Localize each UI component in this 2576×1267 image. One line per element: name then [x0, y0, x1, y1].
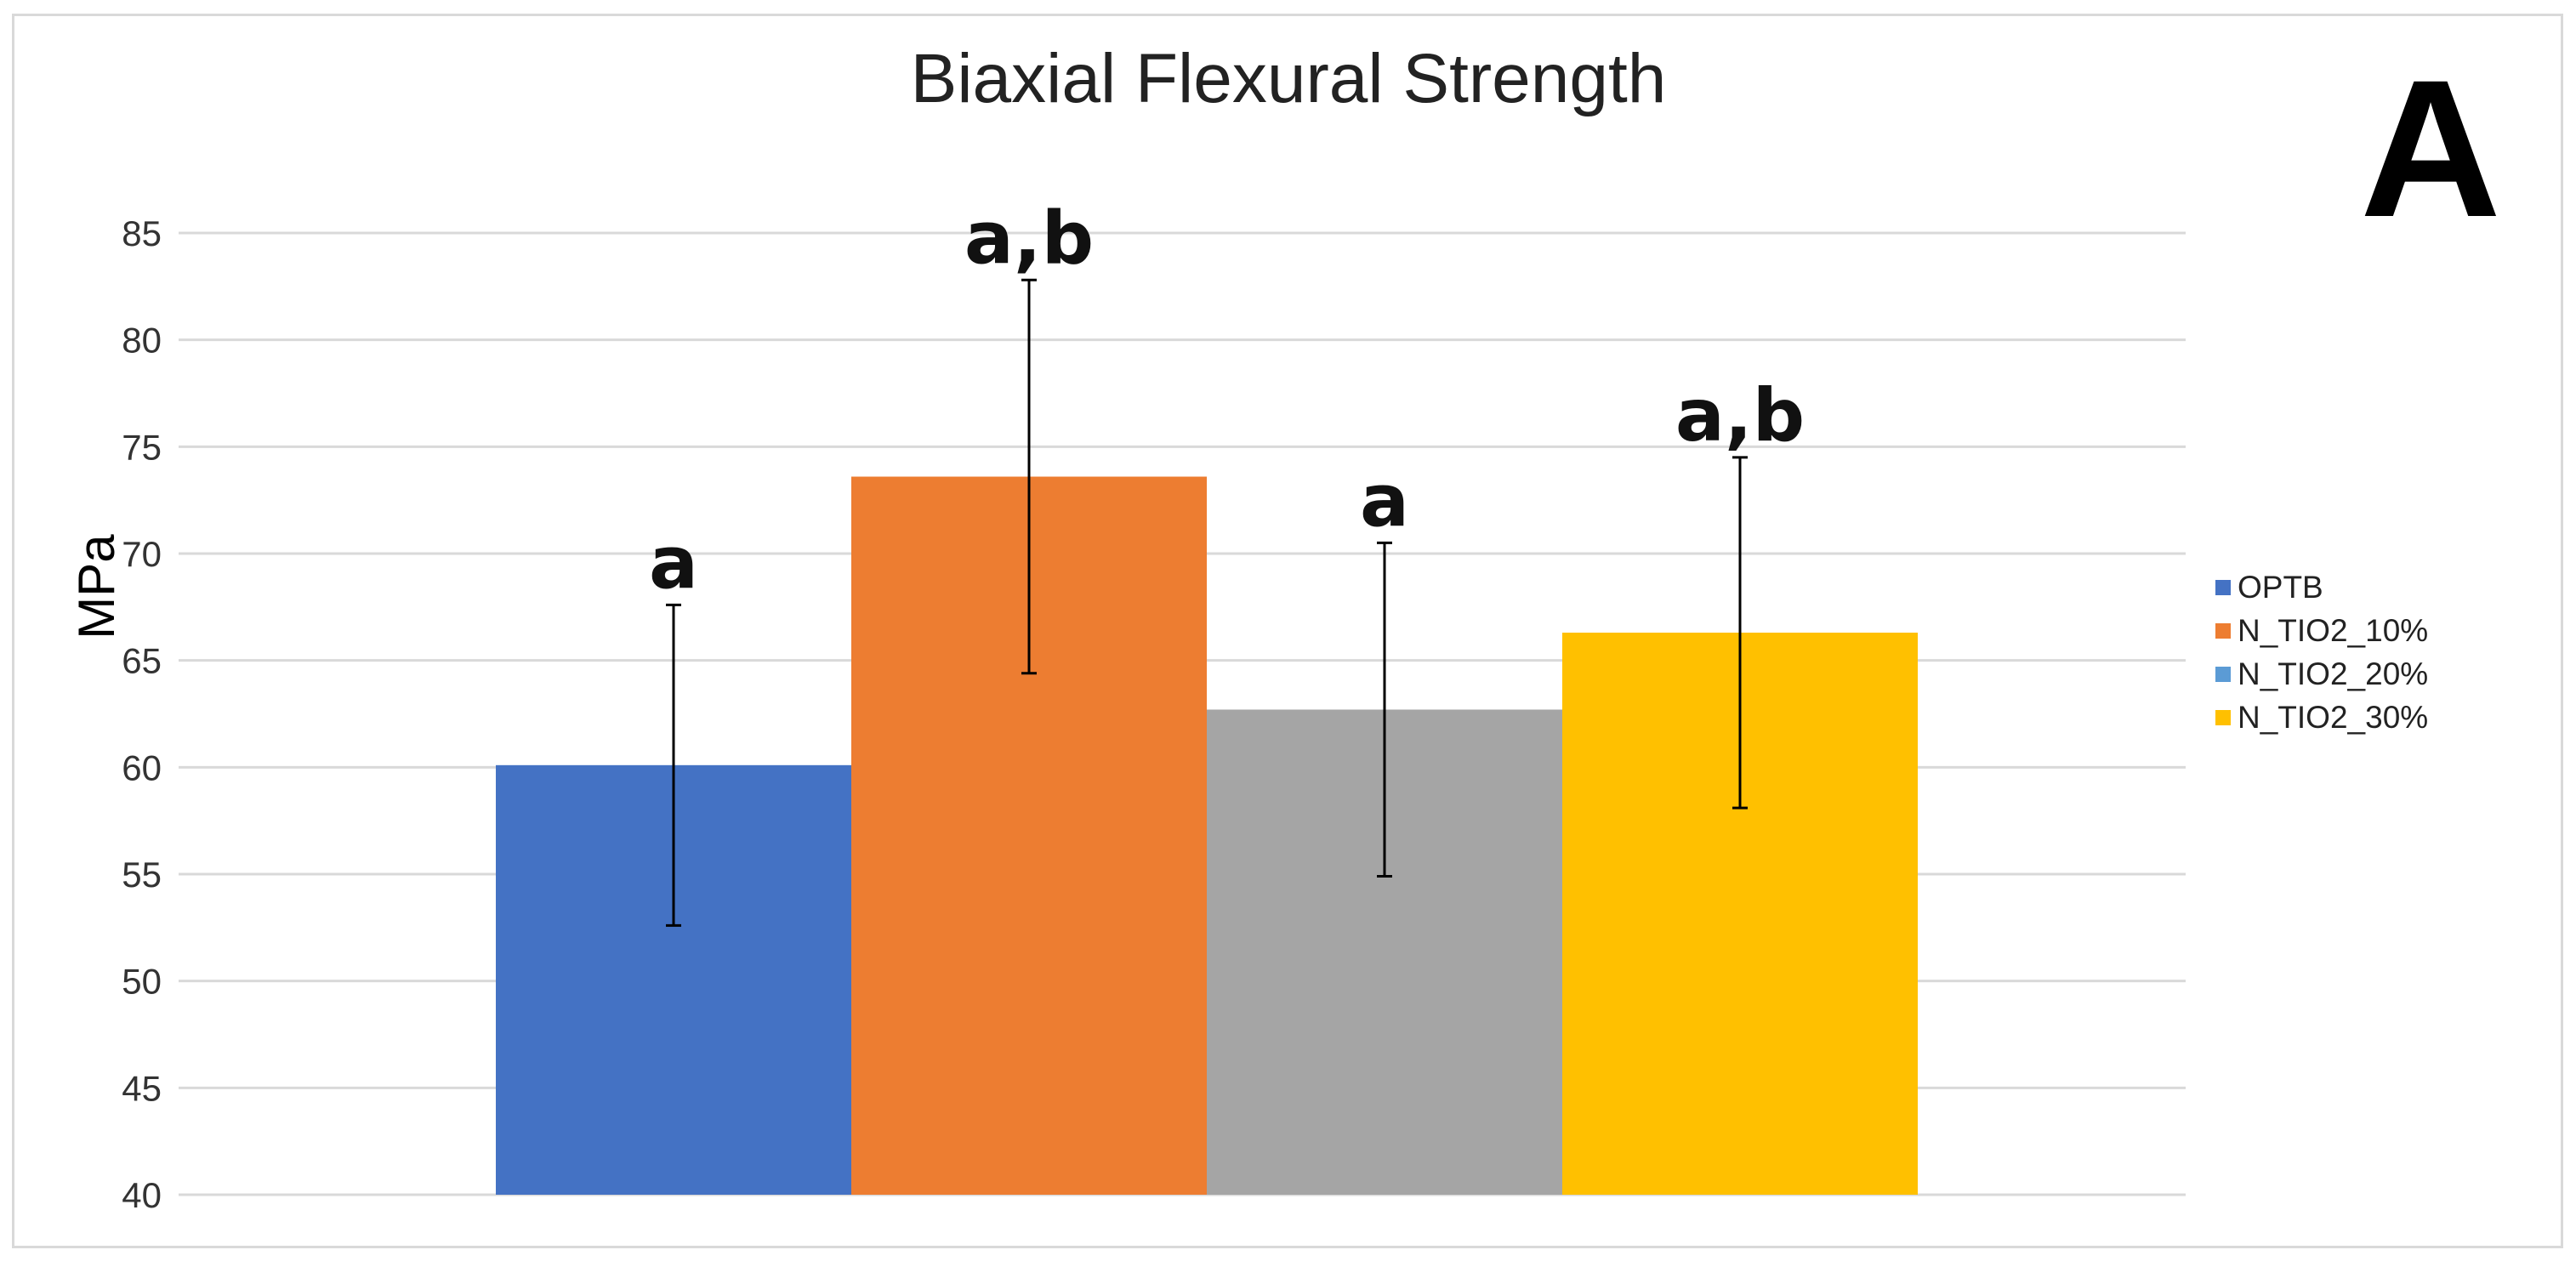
significance-labels: a a,b a a,b: [649, 196, 1805, 605]
y-tick-labels: 40 45 50 55 60 65 70 75 80 85: [122, 213, 162, 1215]
y-tick-label: 60: [122, 747, 162, 787]
y-tick-label: 45: [122, 1068, 162, 1108]
y-tick-label: 75: [122, 427, 162, 467]
legend: OPTB N_TIO2_10% N_TIO2_20% N_TIO2_30%: [2215, 565, 2428, 739]
y-tick-label: 40: [122, 1175, 162, 1215]
error-bars: [666, 278, 1748, 927]
panel-label: A: [2360, 39, 2502, 258]
legend-swatch: [2215, 709, 2231, 725]
legend-item: N_TIO2_20%: [2215, 652, 2428, 696]
legend-label: N_TIO2_20%: [2238, 656, 2429, 691]
y-tick-label: 50: [122, 962, 162, 1002]
legend-item: N_TIO2_30%: [2215, 696, 2428, 739]
legend-label: N_TIO2_10%: [2238, 612, 2429, 648]
bars: [496, 476, 1918, 1195]
significance-label: a,b: [964, 196, 1094, 281]
legend-swatch: [2215, 579, 2231, 595]
legend-swatch: [2215, 622, 2231, 639]
y-tick-label: 80: [122, 321, 162, 361]
legend-swatch: [2215, 666, 2231, 682]
significance-label: a: [649, 520, 698, 605]
legend-label: OPTB: [2238, 569, 2323, 605]
y-tick-label: 55: [122, 855, 162, 895]
y-tick-label: 65: [122, 641, 162, 681]
significance-label: a: [1360, 458, 1409, 543]
significance-label: a,b: [1675, 373, 1805, 458]
chart-title: Biaxial Flexural Strength: [910, 40, 1667, 117]
y-tick-label: 85: [122, 213, 162, 253]
legend-item: N_TIO2_10%: [2215, 609, 2428, 652]
y-tick-label: 70: [122, 534, 162, 574]
legend-item: OPTB: [2215, 565, 2428, 609]
legend-label: N_TIO2_30%: [2238, 699, 2429, 735]
